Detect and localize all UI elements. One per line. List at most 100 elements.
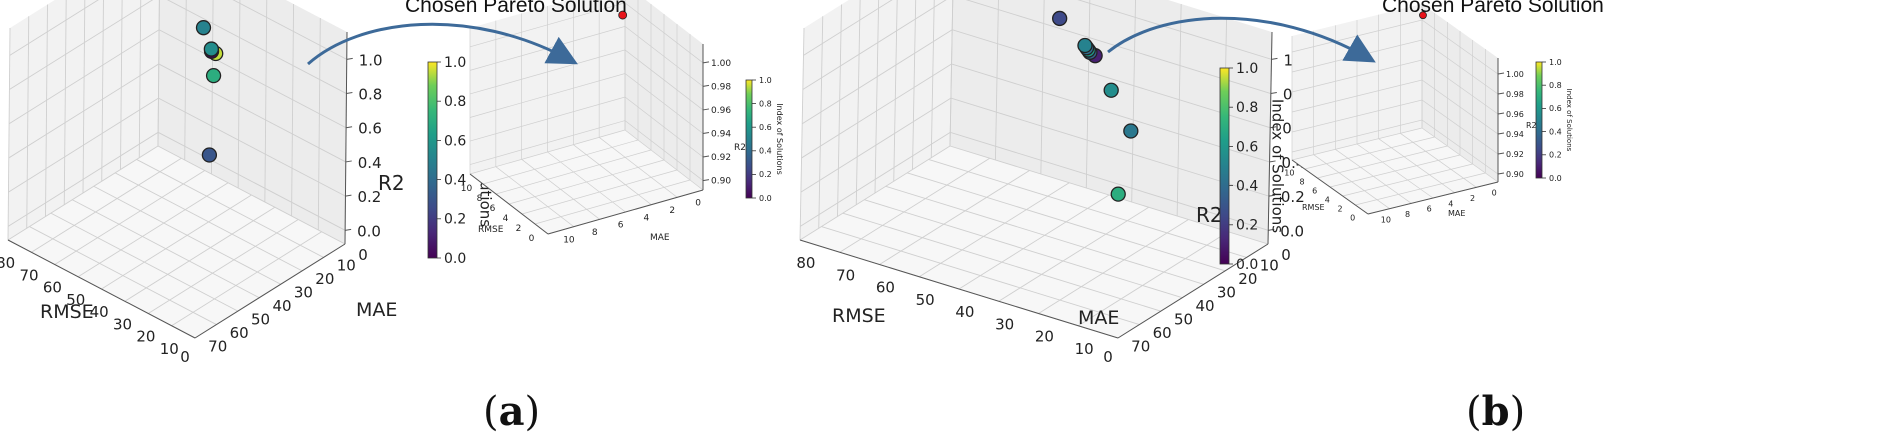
a-main-rmse-axis	[7, 239, 196, 339]
b-main-wall-grid-z	[800, 131, 1269, 231]
b-main-wall-grid-x	[1176, 3, 1182, 217]
a-inset-r2-tickmark	[702, 131, 710, 134]
a-main-colorbar	[427, 61, 438, 259]
b-inset-mae-tick: 8	[1405, 210, 1410, 219]
a-inset-r2-tick: 0.96	[711, 106, 731, 116]
a-inset-mae-tick: 10	[563, 235, 575, 245]
a-inset-mae-tick: 4	[644, 213, 650, 223]
a-inset-colorbar-tick: 1.0	[759, 76, 772, 85]
b-inset-r2-tick: 0.92	[1506, 150, 1524, 159]
a-inset-floor-grid-y	[508, 159, 665, 205]
a-main-r2-tick: 0.8	[358, 86, 382, 104]
b-main-floor-grid-y	[919, 182, 1070, 278]
b-main-mae-tick: 60	[1153, 324, 1172, 342]
a-main-wall-grid-z	[7, 131, 346, 231]
b-main-wall-grid-x	[1085, 0, 1091, 189]
a-inset-wall-grid-z	[469, 73, 704, 134]
b-main-colorbar-tick: 0.8	[1236, 100, 1258, 116]
a-main-colorbar-tick: 0.6	[444, 133, 466, 149]
panel-label-b: (b)	[1466, 388, 1526, 435]
b-main-floor-grid-y	[879, 170, 1030, 265]
b-main-wall-grid-y	[818, 16, 824, 229]
a-inset-mae-tick: 2	[669, 206, 675, 216]
a-main-wall-grid-z	[9, 0, 347, 60]
a-inset-colorbar	[745, 79, 753, 199]
a-main-wall-grid-x	[184, 0, 187, 161]
b-main-r2-tickmark	[1268, 194, 1275, 197]
a-main-point	[195, 20, 212, 36]
a-main-r2-tickmark	[345, 228, 352, 231]
a-main-wall-grid-y	[63, 0, 67, 205]
b-inset-colorbar-tick: 0.6	[1549, 104, 1562, 113]
a-main-mae-tick: 10	[337, 257, 356, 275]
a-main-wall-grid-z	[8, 63, 346, 163]
b-main-rmse-tick: 40	[955, 303, 974, 321]
a-main-wall-grid-y	[26, 16, 30, 229]
pareto-title-a: Chosen Pareto Solution	[405, 0, 627, 17]
a-inset-r2-tick: 1.00	[711, 59, 731, 69]
a-main-r2-tick: 0.2	[357, 188, 381, 206]
a-inset-rmse-tick: 8	[477, 194, 483, 204]
a-main-rmse-tick: 30	[113, 315, 132, 333]
a-inset-wall-grid-z	[469, 49, 704, 111]
b-main-floor-grid-y	[998, 206, 1149, 302]
b-main-wall-grid-y	[893, 0, 898, 182]
b-main-rmse-label: RMSE	[832, 305, 886, 327]
a-inset-r2-tickmark	[702, 61, 710, 64]
b-inset-wall-grid-z	[1291, 79, 1499, 135]
a-main-r2-tick: 0.6	[358, 120, 382, 138]
b-main-mae-tick: 30	[1217, 284, 1236, 302]
b-inset-colorbar-tick: 0.4	[1549, 127, 1562, 136]
b-inset-rmse-axis	[1291, 159, 1369, 215]
b-inset-colorbar	[1535, 61, 1543, 179]
a-inset-wall-grid-z	[469, 2, 704, 64]
a-main-floor-grid-y	[124, 206, 276, 302]
b-inset-mae-axis	[1367, 181, 1499, 215]
b-inset-floor-grid-y	[1317, 145, 1448, 179]
b-main-colorbar-label: Index of Solutions	[1268, 99, 1286, 233]
b-inset-r2-label: R2	[1526, 121, 1537, 130]
a-main-r2-tickmark	[346, 126, 353, 129]
b-main-mae-label: MAE	[1078, 307, 1119, 329]
a-main-rmse-tick: 50	[66, 291, 85, 309]
a-main-wall-grid-y	[82, 0, 86, 194]
b-inset-wall-grid-z	[1291, 119, 1499, 175]
a-main-rmse-tick: 20	[136, 328, 155, 346]
a-inset-rmse-tick: 4	[503, 214, 509, 224]
b-main-wall-grid-y	[837, 4, 842, 217]
a-main-rmse-tick: 40	[90, 303, 109, 321]
a-main-rmse-tick: 10	[160, 340, 179, 358]
b-inset-colorbar-tick: 0.8	[1549, 81, 1562, 90]
a-inset-floor-grid-y	[534, 179, 691, 225]
b-main-mae-tick: 10	[1260, 257, 1279, 275]
b-main-mae-tick: 50	[1174, 310, 1193, 328]
b-main-rmse-tick: 80	[796, 254, 815, 272]
b-main-wall-grid-x	[994, 0, 999, 161]
a-main-mae-tick-extra: 0	[358, 246, 368, 264]
b-main-colorbar-tick: 0.0	[1236, 257, 1258, 273]
a-inset-mae-axis	[547, 189, 704, 235]
a-main-colorbar-tick: 0.4	[444, 173, 466, 189]
b-main-wall-grid-y	[799, 27, 805, 241]
b-inset-rmse-tick: 10	[1284, 169, 1294, 178]
a-main-rmse-tick: 80	[0, 254, 15, 272]
b-main-colorbar-tick: 0.4	[1236, 179, 1258, 195]
a-main-mae-label: MAE	[356, 299, 397, 321]
a-main-colorbar-tick: 0.8	[444, 94, 466, 110]
pareto-title-b: Chosen Pareto Solution	[1382, 0, 1604, 17]
a-main-mae-tick: 70	[208, 337, 227, 355]
a-main-rmse-tick: 70	[20, 266, 39, 284]
b-main-wall-grid-x	[1131, 0, 1136, 203]
b-inset-floor-grid-y	[1329, 154, 1461, 188]
a-main-mae-tick: 30	[294, 284, 313, 302]
a-main-point	[201, 147, 218, 163]
a-main-r2-tickmark	[346, 92, 353, 95]
b-main-colorbar-tick: 0.2	[1236, 218, 1258, 234]
b-main-floor-grid-y	[839, 157, 990, 253]
b-main-wall-grid-z	[802, 0, 1271, 94]
a-inset-wall-grid-z	[469, 120, 704, 181]
b-main-r2-tick: 0.0	[1280, 222, 1304, 240]
a-inset-mae-tick: 0	[695, 199, 701, 209]
b-inset-mae-tick: 2	[1470, 194, 1475, 203]
b-inset-floor-grid-y	[1304, 136, 1435, 170]
